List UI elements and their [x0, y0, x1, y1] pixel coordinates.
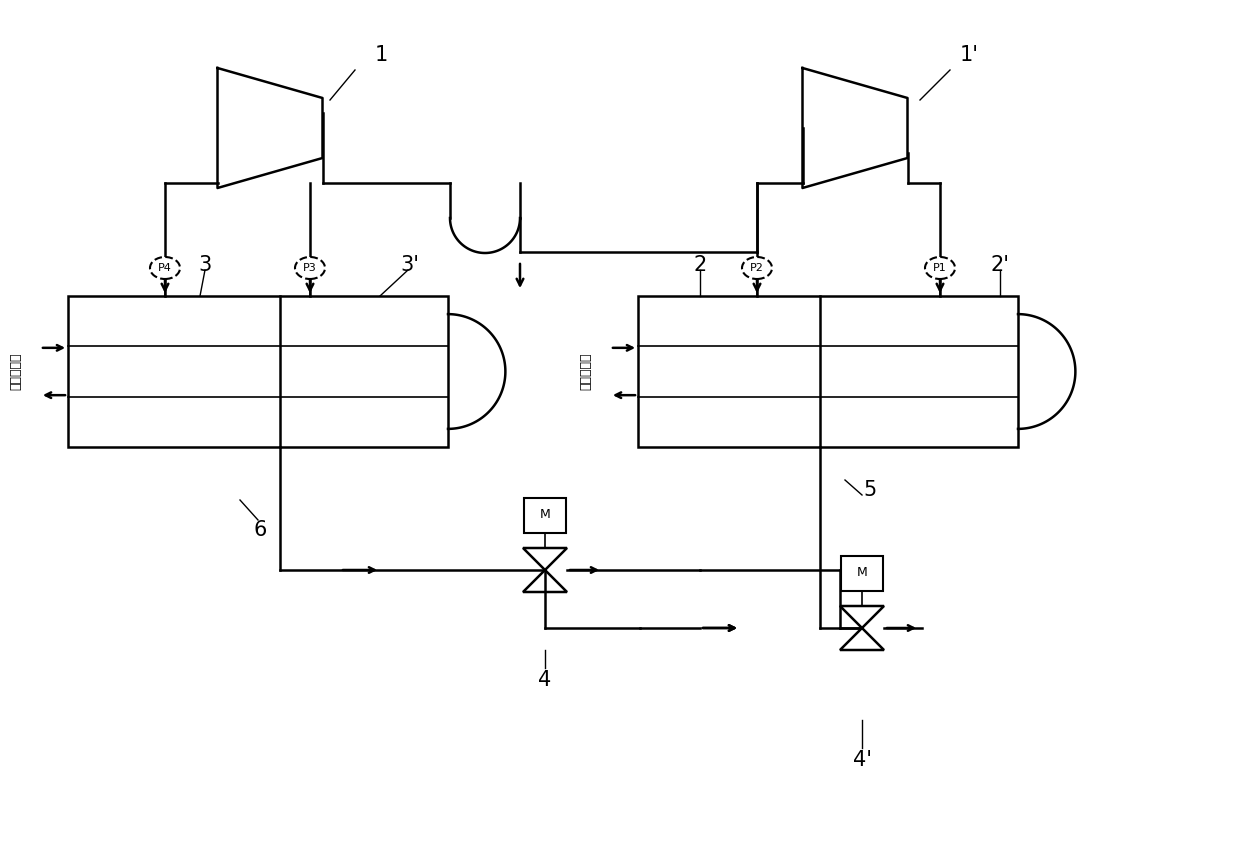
Text: P2: P2: [750, 263, 764, 273]
Text: 2: 2: [693, 255, 707, 275]
Bar: [639, 296, 1018, 447]
Text: M: M: [857, 567, 867, 580]
Text: 3: 3: [198, 255, 212, 275]
Text: M: M: [539, 509, 551, 522]
Text: 6: 6: [253, 520, 267, 540]
Text: 水室入口侧: 水室入口侧: [10, 353, 22, 390]
Bar: [68, 296, 448, 447]
Bar: [525, 497, 565, 533]
Text: 1': 1': [960, 45, 980, 65]
Text: 5: 5: [863, 480, 877, 500]
Text: P1: P1: [934, 263, 947, 273]
Text: 4: 4: [538, 670, 552, 690]
Text: P3: P3: [303, 263, 317, 273]
Ellipse shape: [742, 257, 773, 279]
Ellipse shape: [925, 257, 955, 279]
Text: 2': 2': [991, 255, 1009, 275]
Text: P4: P4: [157, 263, 172, 273]
Text: 水室入口侧: 水室入口侧: [579, 353, 593, 390]
Ellipse shape: [150, 257, 180, 279]
Text: 1: 1: [374, 45, 388, 65]
Text: 3': 3': [401, 255, 419, 275]
Bar: [841, 555, 883, 591]
Text: 4': 4': [853, 750, 872, 770]
Ellipse shape: [295, 257, 325, 279]
